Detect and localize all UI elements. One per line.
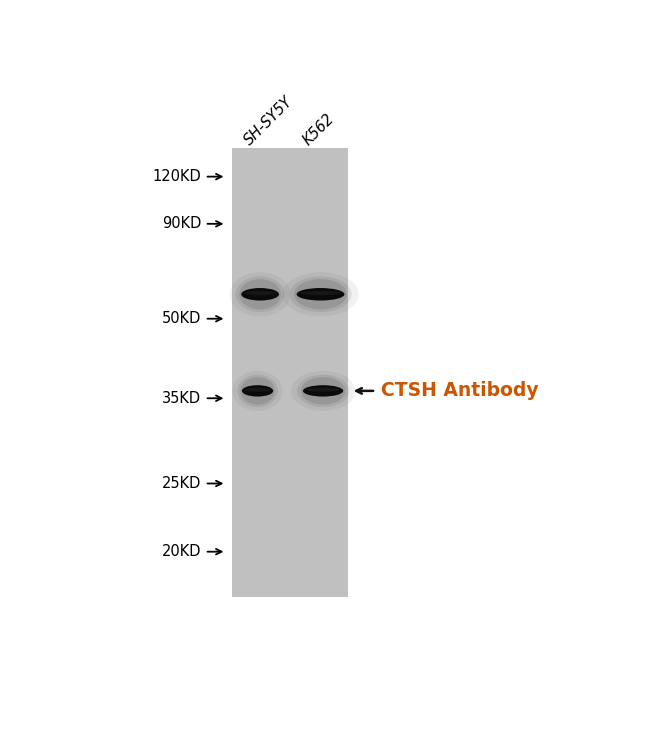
- Ellipse shape: [235, 277, 285, 312]
- Ellipse shape: [306, 387, 340, 392]
- Text: 120KD: 120KD: [152, 169, 201, 184]
- Ellipse shape: [244, 291, 276, 295]
- Text: 35KD: 35KD: [162, 390, 201, 406]
- Ellipse shape: [300, 291, 341, 295]
- Ellipse shape: [233, 371, 283, 411]
- Text: SH-SY5Y: SH-SY5Y: [242, 94, 296, 148]
- Text: 20KD: 20KD: [162, 544, 201, 559]
- Ellipse shape: [244, 387, 271, 392]
- Ellipse shape: [239, 279, 281, 309]
- Text: CTSH Antibody: CTSH Antibody: [381, 382, 539, 401]
- Bar: [233, 148, 348, 597]
- Text: 90KD: 90KD: [162, 216, 201, 231]
- Ellipse shape: [289, 277, 352, 312]
- Ellipse shape: [291, 371, 356, 411]
- Ellipse shape: [241, 288, 279, 300]
- Ellipse shape: [230, 272, 291, 317]
- Ellipse shape: [242, 385, 273, 396]
- Ellipse shape: [294, 279, 347, 309]
- Ellipse shape: [237, 375, 278, 407]
- Ellipse shape: [240, 377, 275, 404]
- Text: 25KD: 25KD: [162, 476, 201, 491]
- Text: 50KD: 50KD: [162, 311, 201, 326]
- Text: K562: K562: [300, 111, 337, 148]
- Ellipse shape: [303, 385, 343, 396]
- Ellipse shape: [297, 375, 349, 407]
- Ellipse shape: [282, 272, 359, 317]
- Ellipse shape: [296, 288, 345, 300]
- Ellipse shape: [301, 377, 345, 404]
